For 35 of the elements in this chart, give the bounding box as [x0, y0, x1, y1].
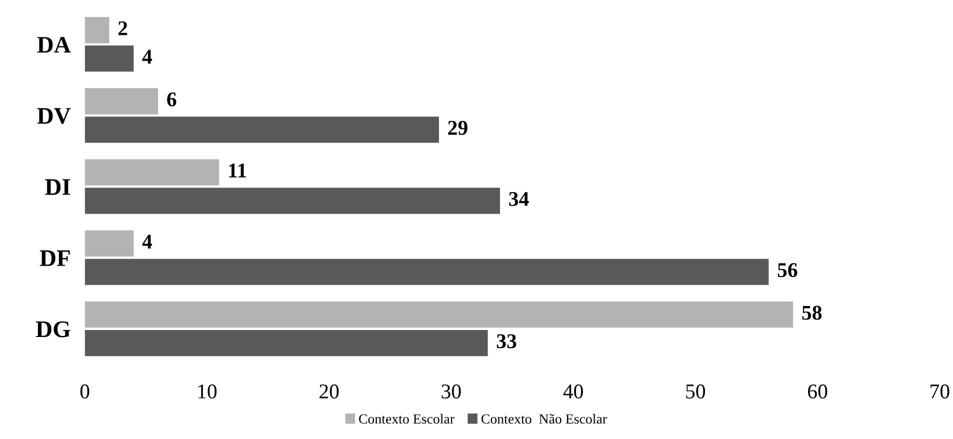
- bar: [84, 17, 110, 44]
- data-label: 56: [778, 263, 798, 278]
- data-label: 29: [448, 120, 468, 135]
- bar: [84, 258, 769, 285]
- data-label: 4: [142, 50, 152, 64]
- data-label: 2: [118, 21, 128, 36]
- bar: [84, 302, 794, 328]
- legend-label: Contexto Escolar: [359, 414, 454, 424]
- x-tick-label: 30: [442, 384, 461, 398]
- legend-label: Contexto Não Escolar: [481, 414, 607, 424]
- x-tick-label: 70: [930, 384, 950, 398]
- x-tick-label: 60: [808, 384, 828, 398]
- data-label: 6: [167, 92, 176, 106]
- y-tick-label: DA: [37, 36, 71, 53]
- bar: [84, 188, 500, 214]
- bar: [84, 330, 488, 356]
- bar: [84, 159, 220, 186]
- bar: [84, 45, 134, 72]
- data-label: 34: [509, 192, 529, 206]
- y-tick-label: DI: [45, 179, 70, 195]
- y-tick-label: DV: [37, 108, 71, 124]
- bar: [84, 230, 134, 257]
- x-tick-label: 10: [198, 384, 217, 398]
- x-tick-label: 0: [80, 384, 90, 398]
- data-label: 33: [496, 334, 516, 348]
- data-label: 58: [802, 306, 822, 320]
- bar: [84, 116, 439, 143]
- bar: [84, 88, 158, 114]
- y-tick-label: DG: [36, 321, 70, 338]
- x-tick-label: 20: [320, 384, 339, 398]
- data-label: 4: [142, 234, 152, 248]
- x-tick-label: 40: [563, 384, 583, 398]
- x-tick-label: 50: [686, 384, 706, 398]
- y-tick-label: DF: [40, 250, 70, 266]
- data-label: 11: [229, 164, 246, 178]
